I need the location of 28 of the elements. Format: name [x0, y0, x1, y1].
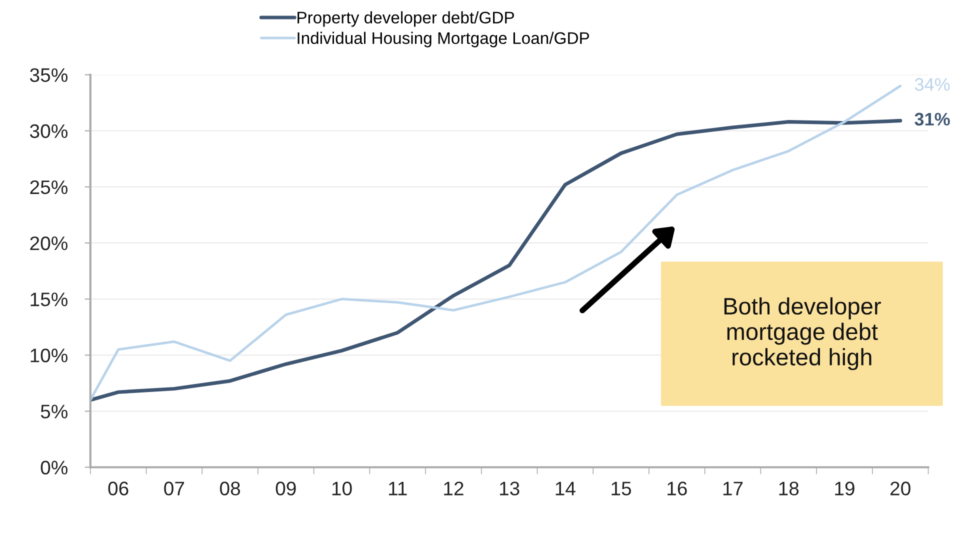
- y-tick-label: 25%: [30, 180, 68, 194]
- x-tick-label: 17: [723, 482, 743, 496]
- legend-label: Individual Housing Mortgage Loan/GDP: [298, 32, 590, 48]
- y-tick-label: 35%: [30, 68, 68, 82]
- y-tick-label: 10%: [30, 348, 68, 362]
- x-tick-label: 07: [164, 482, 184, 496]
- x-tick-label: 12: [444, 482, 464, 496]
- x-tick-label: 10: [332, 482, 352, 496]
- x-tick-label: 15: [612, 482, 632, 496]
- x-tick-label: 14: [556, 482, 576, 496]
- x-tick-label: 09: [276, 482, 296, 496]
- y-tick-label: 5%: [40, 404, 68, 418]
- legend-label: Property developer debt/GDP: [298, 11, 514, 27]
- annotation: 34%: [914, 78, 950, 91]
- x-tick-label: 11: [389, 482, 407, 496]
- y-tick-label: 20%: [30, 236, 68, 250]
- y-tick-label: 0%: [40, 460, 68, 474]
- x-tick-label: 13: [500, 482, 520, 496]
- x-tick-label: 08: [220, 482, 240, 496]
- y-tick-label: 30%: [30, 124, 68, 138]
- x-tick-label: 06: [108, 482, 128, 496]
- annotation: 31%: [914, 112, 950, 126]
- x-tick-label: 16: [668, 482, 687, 496]
- x-tick-label: 20: [890, 482, 910, 496]
- x-tick-label: 18: [779, 482, 799, 496]
- y-tick-label: 15%: [30, 292, 68, 306]
- annotation: Both developer mortgage debt rocketed high: [724, 297, 881, 370]
- x-tick-label: 19: [835, 482, 854, 496]
